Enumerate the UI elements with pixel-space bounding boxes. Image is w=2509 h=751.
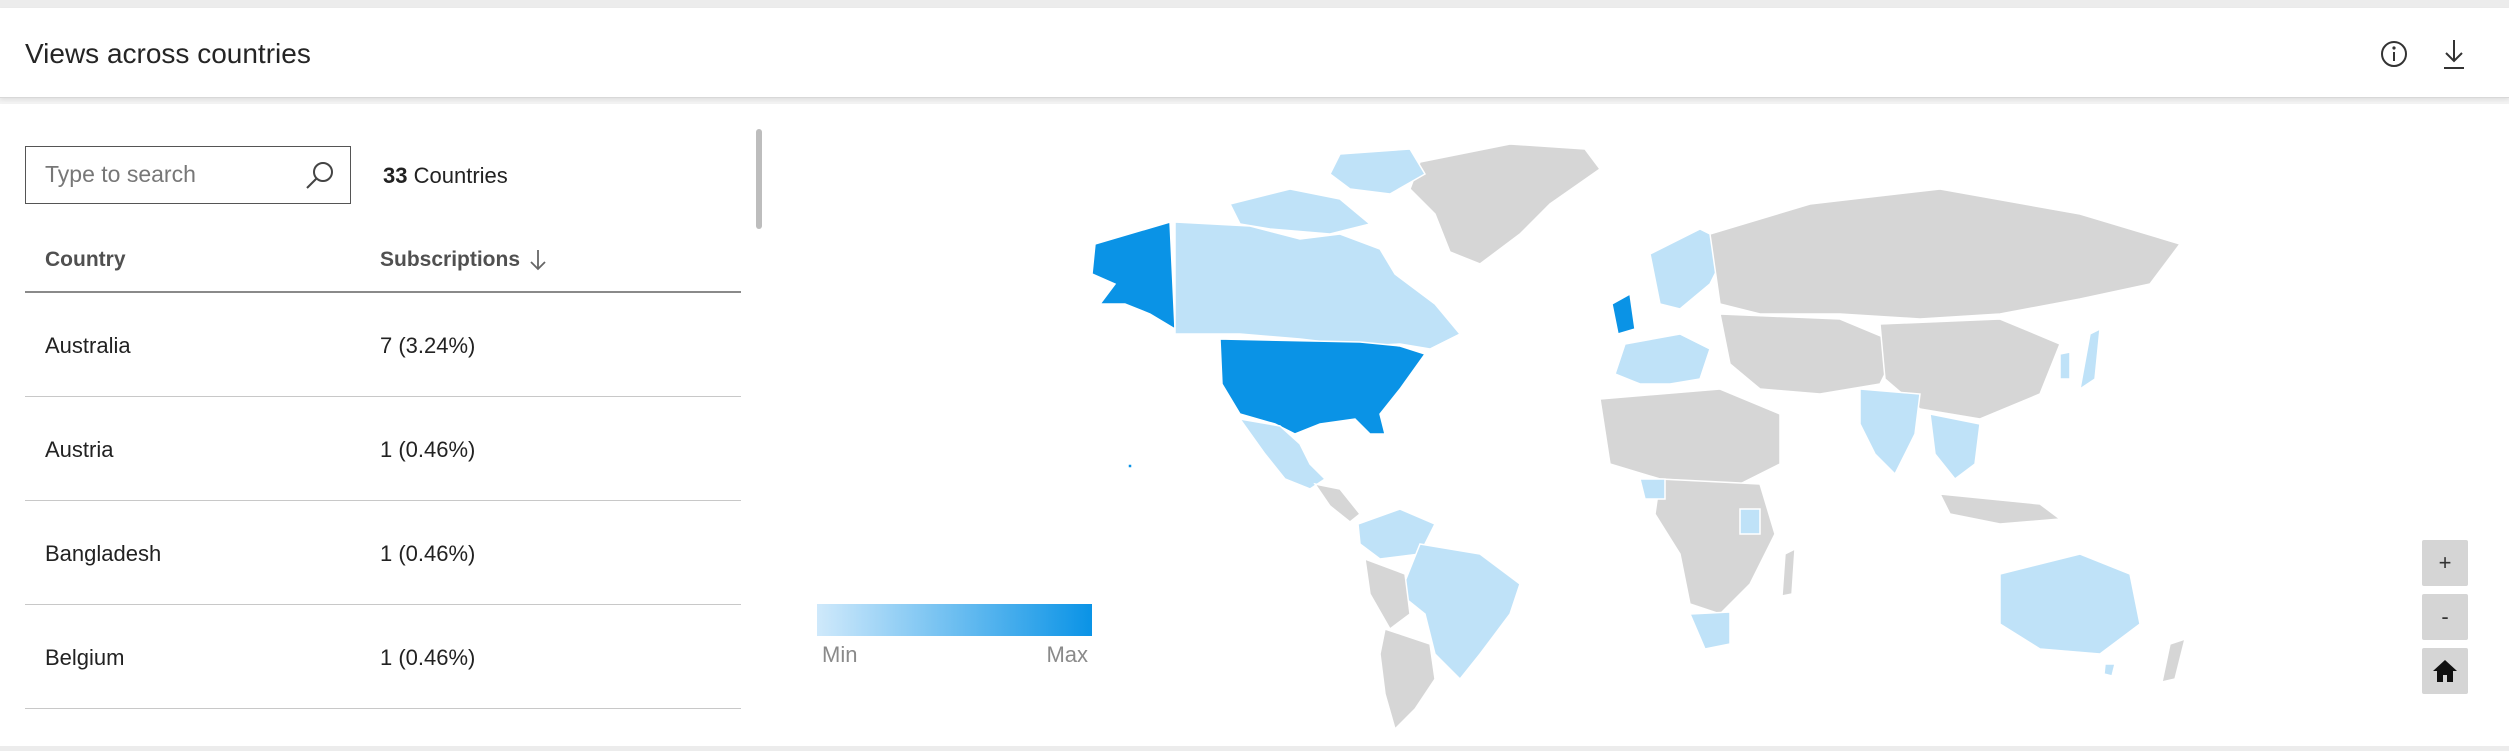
region-central-america <box>1313 482 1362 523</box>
column-header-subscriptions[interactable]: Subscriptions <box>380 248 548 272</box>
country-count-label: Countries <box>413 163 508 188</box>
cell-country: Australia <box>45 333 131 358</box>
legend-max-label: Max <box>1046 642 1088 667</box>
cell-country: Bangladesh <box>45 541 162 566</box>
region-canada-islands <box>1329 148 1427 195</box>
region-se-asia <box>1929 413 1981 481</box>
cell-subscriptions: 1 (0.46%) <box>380 541 476 566</box>
top-divider <box>0 0 2509 8</box>
region-kenya <box>1739 508 1761 535</box>
legend-gradient-bar <box>817 604 1092 636</box>
map-legend: Min Max <box>817 604 1092 670</box>
download-icon[interactable] <box>2434 34 2474 74</box>
legend-min-label: Min <box>822 642 858 667</box>
region-indonesia <box>1938 493 2063 525</box>
column-header-subscriptions-label: Subscriptions <box>380 248 521 271</box>
region-brazil <box>1399 543 1521 681</box>
region-new-zealand <box>2161 637 2187 683</box>
region-greenland <box>1409 143 1602 265</box>
arrow-down-icon <box>530 250 546 271</box>
world-map[interactable] <box>1040 134 2240 734</box>
home-button[interactable] <box>2422 648 2468 694</box>
country-count: 33 Countries <box>383 163 508 189</box>
region-hawaii <box>1127 463 1133 469</box>
panel-title: Views across countries <box>25 38 311 69</box>
table-row[interactable]: Bangladesh 1 (0.46%) <box>25 501 741 605</box>
region-nigeria <box>1639 478 1666 500</box>
region-europe-west <box>1614 333 1711 385</box>
region-russia <box>1709 188 2182 320</box>
zoom-out-button[interactable]: - <box>2422 594 2468 640</box>
region-alaska <box>1091 221 1176 331</box>
cell-subscriptions: 1 (0.46%) <box>380 437 476 462</box>
table-header: Country Subscriptions <box>25 224 741 293</box>
region-peru <box>1364 557 1411 631</box>
zoom-in-button[interactable]: + <box>2422 540 2468 586</box>
search-box[interactable] <box>25 146 351 204</box>
country-table: Country Subscriptions Australia 7 (3.24%… <box>25 224 741 709</box>
region-tasmania <box>2103 663 2116 677</box>
search-icon[interactable] <box>304 159 336 191</box>
info-icon[interactable] <box>2374 34 2414 74</box>
region-north-africa <box>1599 388 1781 485</box>
cell-subscriptions: 1 (0.46%) <box>380 645 476 670</box>
country-count-number: 33 <box>383 163 408 188</box>
region-south-africa <box>1688 611 1731 650</box>
home-icon <box>2433 660 2457 682</box>
region-australia <box>1999 553 2141 655</box>
panel-header: Views across countries <box>0 8 2509 98</box>
column-header-country[interactable]: Country <box>45 248 126 271</box>
region-korea <box>2059 351 2071 380</box>
region-canada <box>1174 221 1462 350</box>
region-india <box>1859 388 1921 476</box>
region-scandinavia <box>1649 228 1732 310</box>
region-uk <box>1611 292 1636 335</box>
table-row[interactable]: Belgium 1 (0.46%) <box>25 605 741 709</box>
region-central-africa <box>1654 478 1776 615</box>
bottom-divider <box>0 746 2509 751</box>
table-row[interactable]: Austria 1 (0.46%) <box>25 397 741 501</box>
region-central-asia <box>1719 313 1902 395</box>
region-china <box>1879 318 2061 420</box>
table-row[interactable]: Australia 7 (3.24%) <box>25 293 741 397</box>
region-canada-islands-2 <box>1228 188 1372 235</box>
region-japan <box>2078 327 2101 391</box>
panel-body: 33 Countries Country Subscriptions Austr… <box>0 104 2509 746</box>
search-input[interactable] <box>26 147 286 201</box>
cell-subscriptions: 7 (3.24%) <box>380 333 476 358</box>
region-usa <box>1219 338 1427 435</box>
region-mexico <box>1238 417 1327 490</box>
cell-country: Austria <box>45 437 114 462</box>
region-madagascar <box>1781 547 1796 597</box>
list-scrollbar-thumb[interactable] <box>756 129 762 229</box>
region-argentina <box>1379 628 1436 731</box>
cell-country: Belgium <box>45 645 125 670</box>
legend-labels: Min Max <box>817 640 1092 670</box>
